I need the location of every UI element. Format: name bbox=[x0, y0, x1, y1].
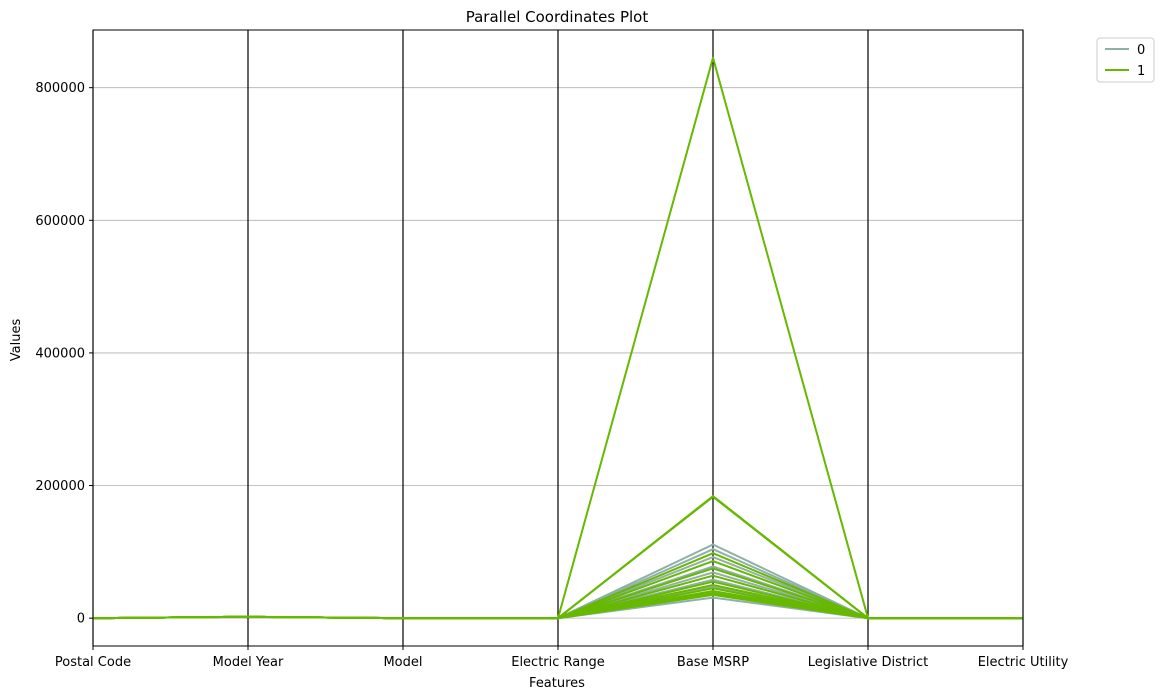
y-tick-label: 200000 bbox=[35, 479, 85, 494]
legend-label-1: 1 bbox=[1137, 64, 1145, 79]
x-tick-label: Postal Code bbox=[55, 655, 131, 670]
y-tick-label: 400000 bbox=[35, 346, 85, 361]
x-tick-label: Electric Utility bbox=[978, 655, 1069, 670]
legend: 01 bbox=[1096, 37, 1155, 83]
series-1-line bbox=[92, 593, 1023, 620]
x-axis-label: Features bbox=[529, 676, 585, 691]
y-tick-label: 0 bbox=[77, 612, 85, 627]
legend-label-0: 0 bbox=[1137, 43, 1145, 58]
y-tick-label: 600000 bbox=[35, 214, 85, 229]
y-tick-layer: 0 200000 400000 600000 800000 bbox=[35, 81, 93, 627]
series-layer bbox=[92, 56, 1023, 620]
y-axis-label: Values bbox=[9, 319, 24, 362]
x-tick-label: Legislative District bbox=[808, 655, 928, 670]
chart-title: Parallel Coordinates Plot bbox=[466, 8, 649, 26]
legend-box bbox=[1096, 37, 1155, 83]
x-tick-label: Base MSRP bbox=[677, 655, 749, 670]
x-tick-label: Electric Range bbox=[511, 655, 605, 670]
x-tick-label: Model bbox=[383, 655, 422, 670]
x-tick-layer: Postal Code Model Year Model Electric Range… bbox=[55, 646, 1069, 670]
x-tick-label: Model Year bbox=[213, 655, 284, 670]
y-tick-label: 800000 bbox=[35, 81, 85, 96]
